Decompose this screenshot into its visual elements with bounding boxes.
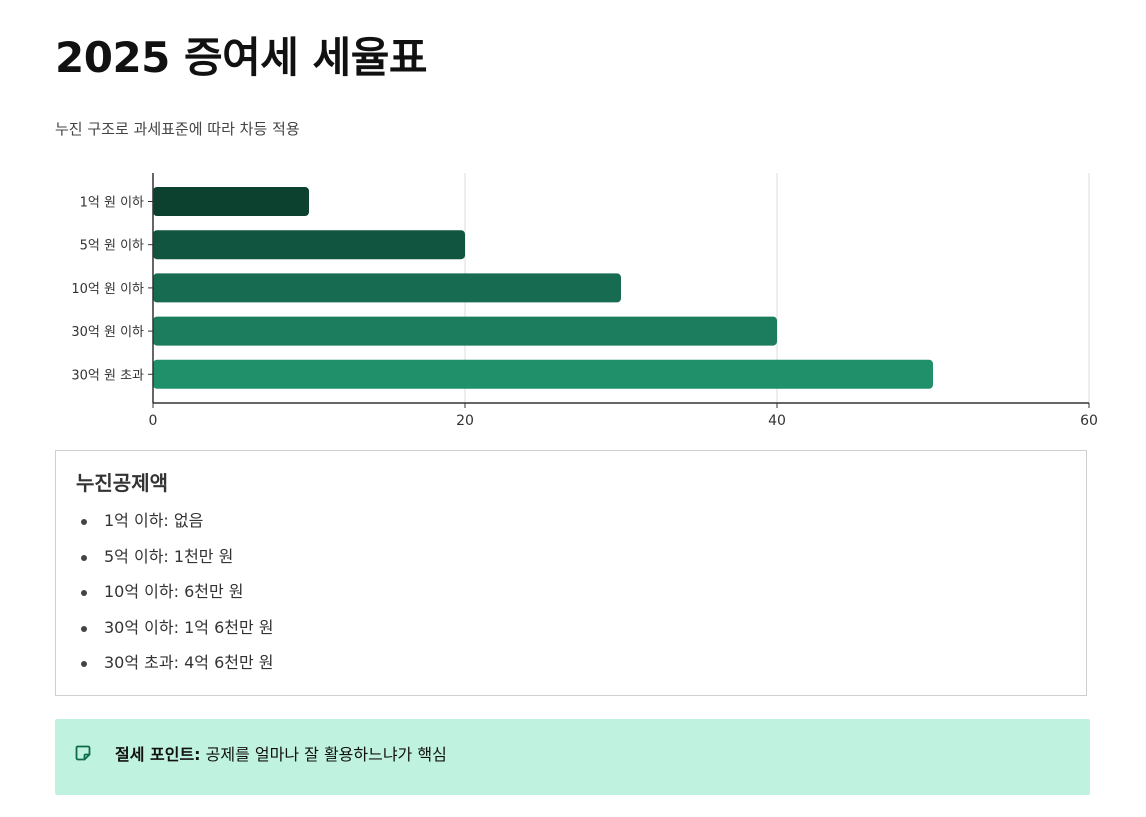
x-tick-label: 60 [1080,413,1098,429]
list-item-text: 10억 이하: 6천만 원 [104,582,244,601]
y-tick-label: 5억 원 이하 [80,239,144,254]
tax-rate-chart: 1억 원 이하 5억 원 이하 10억 원 이하 30억 원 이하 30억 원 초과 0 2… [0,165,1146,445]
bar [153,273,621,303]
bar [153,316,777,346]
bar [153,359,933,389]
y-tick-label: 10억 원 이하 [71,282,144,297]
bullet-icon [81,590,87,596]
bullet-icon [81,661,87,667]
sticky-note-icon [75,745,91,765]
deduction-title: 누진공제액 [76,471,168,495]
x-tick-label: 20 [456,413,474,429]
list-item: 30억 초과: 4억 6천만 원 [56,651,274,687]
bullet-icon [81,554,87,561]
tip-label: 절세 포인트: [115,745,201,764]
x-tick-label: 0 [149,413,158,429]
y-tick-label: 30억 원 초과 [71,368,144,383]
list-item: 5억 이하: 1천만 원 [56,545,274,581]
y-tick-label: 1억 원 이하 [80,196,144,211]
deduction-panel: 누진공제액 1억 이하: 없음 5억 이하: 1천만 원 10억 이하: 6천만… [55,450,1087,696]
list-item-text: 30억 이하: 1억 6천만 원 [104,617,274,637]
list-item-text: 1억 이하: 없음 [104,511,204,530]
deduction-list: 1억 이하: 없음 5억 이하: 1천만 원 10억 이하: 6천만 원 30억… [56,509,274,687]
list-item: 30억 이하: 1억 6천만 원 [56,616,274,652]
bullet-icon [81,519,87,525]
list-item-text: 30억 초과: 4억 6천만 원 [104,653,274,672]
list-item: 1억 이하: 없음 [56,509,274,545]
tip-body: 공제를 얼마나 잘 활용하느냐가 핵심 [200,745,447,764]
bar [153,230,465,260]
bar [153,187,309,216]
bullet-icon [81,625,87,632]
tip-callout: 절세 포인트: 공제를 얼마나 잘 활용하느냐가 핵심 [55,719,1090,795]
page-title: 2025 증여세 세율표 [55,33,427,82]
list-item-text: 5억 이하: 1천만 원 [104,546,234,566]
bar-chart-svg: 1억 원 이하 5억 원 이하 10억 원 이하 30억 원 이하 30억 원 초과 0 2… [71,173,1098,429]
tip-text: 절세 포인트: 공제를 얼마나 잘 활용하느냐가 핵심 [115,745,447,765]
y-tick-label: 30억 원 이하 [71,325,144,340]
x-tick-label: 40 [768,413,786,429]
list-item: 10억 이하: 6천만 원 [56,580,274,616]
page-subtitle: 누진 구조로 과세표준에 따라 차등 적용 [55,120,300,138]
